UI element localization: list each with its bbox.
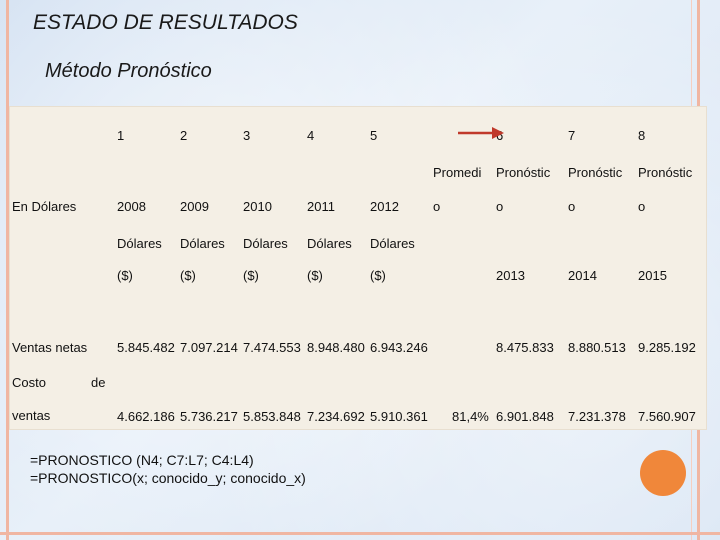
cost-value: 5.853.848 — [243, 409, 301, 424]
column-type-cont: o — [568, 199, 576, 214]
unit-symbol-cell: ($) — [243, 268, 259, 283]
formula-line: =PRONOSTICO(x; conocido_y; conocido_x) — [30, 470, 306, 486]
column-type: Pronóstic — [568, 165, 623, 180]
sales-value: 6.943.246 — [370, 340, 428, 355]
column-number: 8 — [638, 128, 646, 143]
unit-cell: Dólares — [243, 236, 288, 251]
column-type-cont: o — [638, 199, 646, 214]
slide-title: ESTADO DE RESULTADOS — [33, 11, 298, 34]
formula-line: =PRONOSTICO (N4; C7:L7; C4:L4) — [30, 452, 254, 468]
year-cell: 2012 — [370, 199, 399, 214]
cost-forecast-value: 7.231.378 — [568, 409, 626, 424]
column-number: 4 — [307, 128, 315, 143]
year-cell: 2008 — [117, 199, 146, 214]
row-label-currency: En Dólares — [12, 199, 77, 214]
sales-value: 7.097.214 — [180, 340, 238, 355]
sales-value: 7.474.553 — [243, 340, 301, 355]
unit-cell: Dólares — [370, 236, 415, 251]
decorative-circle — [640, 450, 686, 496]
income-statement-table — [10, 107, 706, 429]
column-type-cont: o — [433, 199, 441, 214]
column-number: 7 — [568, 128, 576, 143]
column-number: 6 — [496, 128, 504, 143]
column-type: Pronóstic — [496, 165, 551, 180]
unit-cell: Dólares — [307, 236, 352, 251]
frame-left-bar — [6, 0, 9, 540]
unit-cell: Dólares — [180, 236, 225, 251]
unit-symbol-cell: ($) — [370, 268, 386, 283]
sales-forecast-value: 8.475.833 — [496, 340, 554, 355]
unit-symbol-cell: ($) — [117, 268, 133, 283]
arrow-right-icon — [458, 127, 504, 139]
sales-value: 8.948.480 — [307, 340, 365, 355]
cost-forecast-value: 7.560.907 — [638, 409, 696, 424]
unit-symbol-cell: ($) — [307, 268, 323, 283]
frame-bottom-bar — [0, 532, 720, 535]
sales-forecast-value: 9.285.192 — [638, 340, 696, 355]
row-label-cost: de — [91, 375, 106, 390]
column-type: Pronóstic — [638, 165, 693, 180]
cost-value: 5.736.217 — [180, 409, 238, 424]
forecast-year-cell: 2013 — [496, 268, 525, 283]
sales-value: 5.845.482 — [117, 340, 175, 355]
forecast-year-cell: 2014 — [568, 268, 597, 283]
column-type: Promedi — [433, 165, 482, 180]
cost-value: 5.910.361 — [370, 409, 428, 424]
cost-forecast-value: 6.901.848 — [496, 409, 554, 424]
column-type-cont: o — [496, 199, 504, 214]
formula-notes: =PRONOSTICO (N4; C7:L7; C4:L4) =PRONOSTI… — [30, 451, 306, 487]
sales-forecast-value: 8.880.513 — [568, 340, 626, 355]
unit-cell: Dólares — [117, 236, 162, 251]
cost-value: 4.662.186 — [117, 409, 175, 424]
row-label-cost: Costo — [12, 375, 46, 390]
row-label-sales: Ventas netas — [12, 340, 88, 355]
cost-average-percent: 81,4% — [452, 409, 489, 424]
unit-symbol-cell: ($) — [180, 268, 196, 283]
column-number: 5 — [370, 128, 378, 143]
year-cell: 2009 — [180, 199, 209, 214]
row-label-cost: ventas — [12, 408, 51, 423]
year-cell: 2010 — [243, 199, 272, 214]
year-cell: 2011 — [307, 199, 335, 214]
column-number: 1 — [117, 128, 125, 143]
column-number: 2 — [180, 128, 188, 143]
cost-value: 7.234.692 — [307, 409, 365, 424]
slide-subtitle: Método Pronóstico — [45, 60, 212, 82]
column-number: 3 — [243, 128, 251, 143]
forecast-year-cell: 2015 — [638, 268, 667, 283]
